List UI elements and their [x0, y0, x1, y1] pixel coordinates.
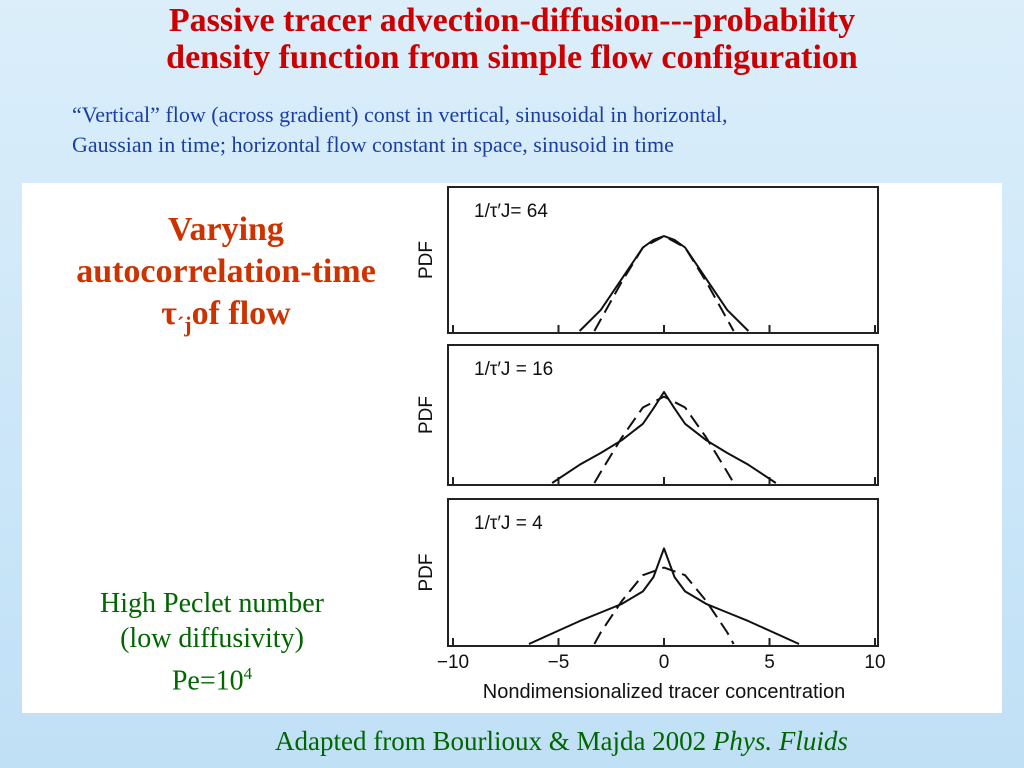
title-line-1: Passive tracer advection-diffusion---pro…: [168, 2, 856, 39]
dashed-curve: [593, 235, 735, 332]
y-axis-label: PDF: [416, 554, 437, 592]
x-tick-label: −10: [437, 652, 469, 673]
x-axis-label: Nondimensionalized tracer concentration: [483, 681, 845, 703]
solid-curve: [551, 391, 777, 484]
y-axis-label: PDF: [416, 241, 437, 279]
left-heading-line-2: autocorrelation-time: [76, 253, 376, 290]
tau-symbol: τ: [161, 295, 177, 332]
slide-subtitle: “Vertical” flow (across gradient) const …: [72, 100, 1012, 160]
slide-title: Passive tracer advection-diffusion---pro…: [0, 2, 1024, 76]
peclet-base: Pe=10: [171, 665, 244, 697]
figure-panel: Varying autocorrelation-time τ´jof flow …: [22, 183, 1002, 713]
title-line-2: density function from simple flow config…: [166, 39, 858, 76]
left-heading-line-1: Varying: [168, 211, 284, 248]
panel-label: 1/τ′J= 64: [474, 201, 548, 222]
dashed-curve: [593, 566, 735, 645]
subtitle-line-2: Gaussian in time; horizontal flow consta…: [72, 132, 674, 157]
tau-subscript: ´j: [176, 311, 192, 337]
x-tick-label: 0: [659, 652, 670, 673]
panel-label: 1/τ′J = 16: [474, 359, 553, 380]
solid-curve: [528, 547, 800, 645]
x-tick-label: 10: [864, 652, 885, 673]
left-heading-line-3: τ´jof flow: [22, 293, 430, 346]
dashed-curve: [593, 395, 735, 484]
citation-text: Adapted from Bourlioux & Majda 2002: [275, 726, 713, 756]
panel-label: 1/τ′J = 4: [474, 513, 543, 534]
x-tick-label: −5: [548, 652, 570, 673]
left-heading-tail: of flow: [191, 295, 291, 332]
note-line-2: (low diffusivity): [120, 623, 304, 654]
solid-curve: [578, 235, 750, 332]
peclet-exponent: 4: [243, 664, 253, 683]
left-heading: Varying autocorrelation-time τ´jof flow: [22, 209, 430, 346]
y-axis-label: PDF: [416, 396, 437, 434]
note-line-3: Pe=104: [52, 656, 372, 698]
note-line-1: High Peclet number: [100, 588, 324, 619]
subtitle-line-1: “Vertical” flow (across gradient) const …: [72, 102, 728, 127]
x-tick-label: 5: [764, 652, 775, 673]
citation: Adapted from Bourlioux & Majda 2002 Phys…: [275, 725, 1015, 757]
pdf-chart: 1/τ′J= 64 PDF 1/τ′J = 16 PDF 1/τ′J = 4 PDF −10…: [416, 186, 886, 703]
citation-journal: Phys. Fluids: [712, 726, 848, 756]
peclet-note: High Peclet number (low diffusivity) Pe=…: [52, 586, 372, 698]
